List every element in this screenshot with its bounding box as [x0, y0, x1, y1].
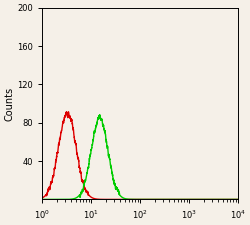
Y-axis label: Counts: Counts: [4, 86, 14, 121]
